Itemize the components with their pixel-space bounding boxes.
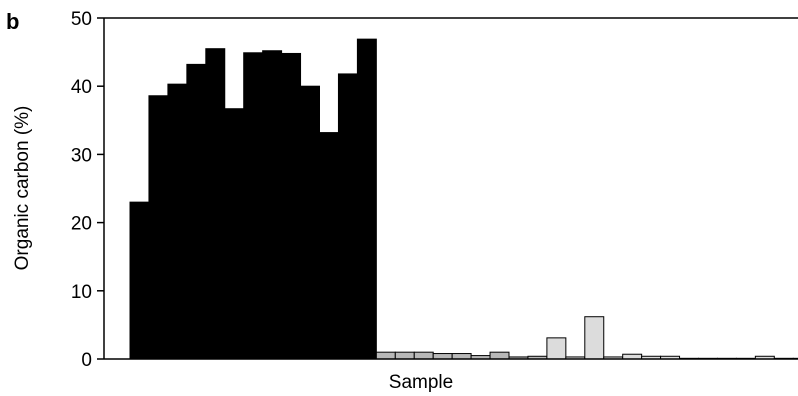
bar bbox=[281, 52, 302, 360]
bar bbox=[243, 52, 264, 360]
y-tick-label: 50 bbox=[71, 9, 92, 30]
bar bbox=[584, 316, 605, 360]
bar bbox=[413, 351, 434, 360]
bars bbox=[129, 38, 798, 360]
bar bbox=[319, 132, 339, 360]
y-tick-label: 20 bbox=[71, 214, 92, 235]
y-tick-label: 10 bbox=[71, 282, 92, 303]
bar bbox=[167, 83, 188, 360]
bar bbox=[205, 48, 226, 360]
bar bbox=[451, 353, 472, 360]
y-tick-label: 0 bbox=[81, 350, 92, 371]
bar bbox=[375, 351, 396, 360]
bar bbox=[432, 353, 453, 360]
panel-label: b bbox=[6, 9, 19, 34]
bar bbox=[300, 85, 320, 360]
y-tick-label: 40 bbox=[71, 77, 92, 98]
bar bbox=[546, 337, 567, 360]
bar bbox=[224, 108, 245, 360]
bar bbox=[186, 63, 207, 360]
bar bbox=[337, 73, 358, 360]
bar bbox=[262, 50, 283, 360]
y-axis-title: Organic carbon (%) bbox=[12, 106, 33, 271]
bar bbox=[148, 95, 169, 360]
y-tick-label: 30 bbox=[71, 145, 92, 166]
x-axis-title: Sample bbox=[389, 372, 453, 393]
bar bbox=[489, 351, 510, 360]
bar bbox=[394, 351, 415, 360]
bar bbox=[356, 38, 377, 360]
bar bbox=[129, 201, 150, 360]
y-ticks: 0 10 20 30 40 50 bbox=[71, 9, 104, 371]
